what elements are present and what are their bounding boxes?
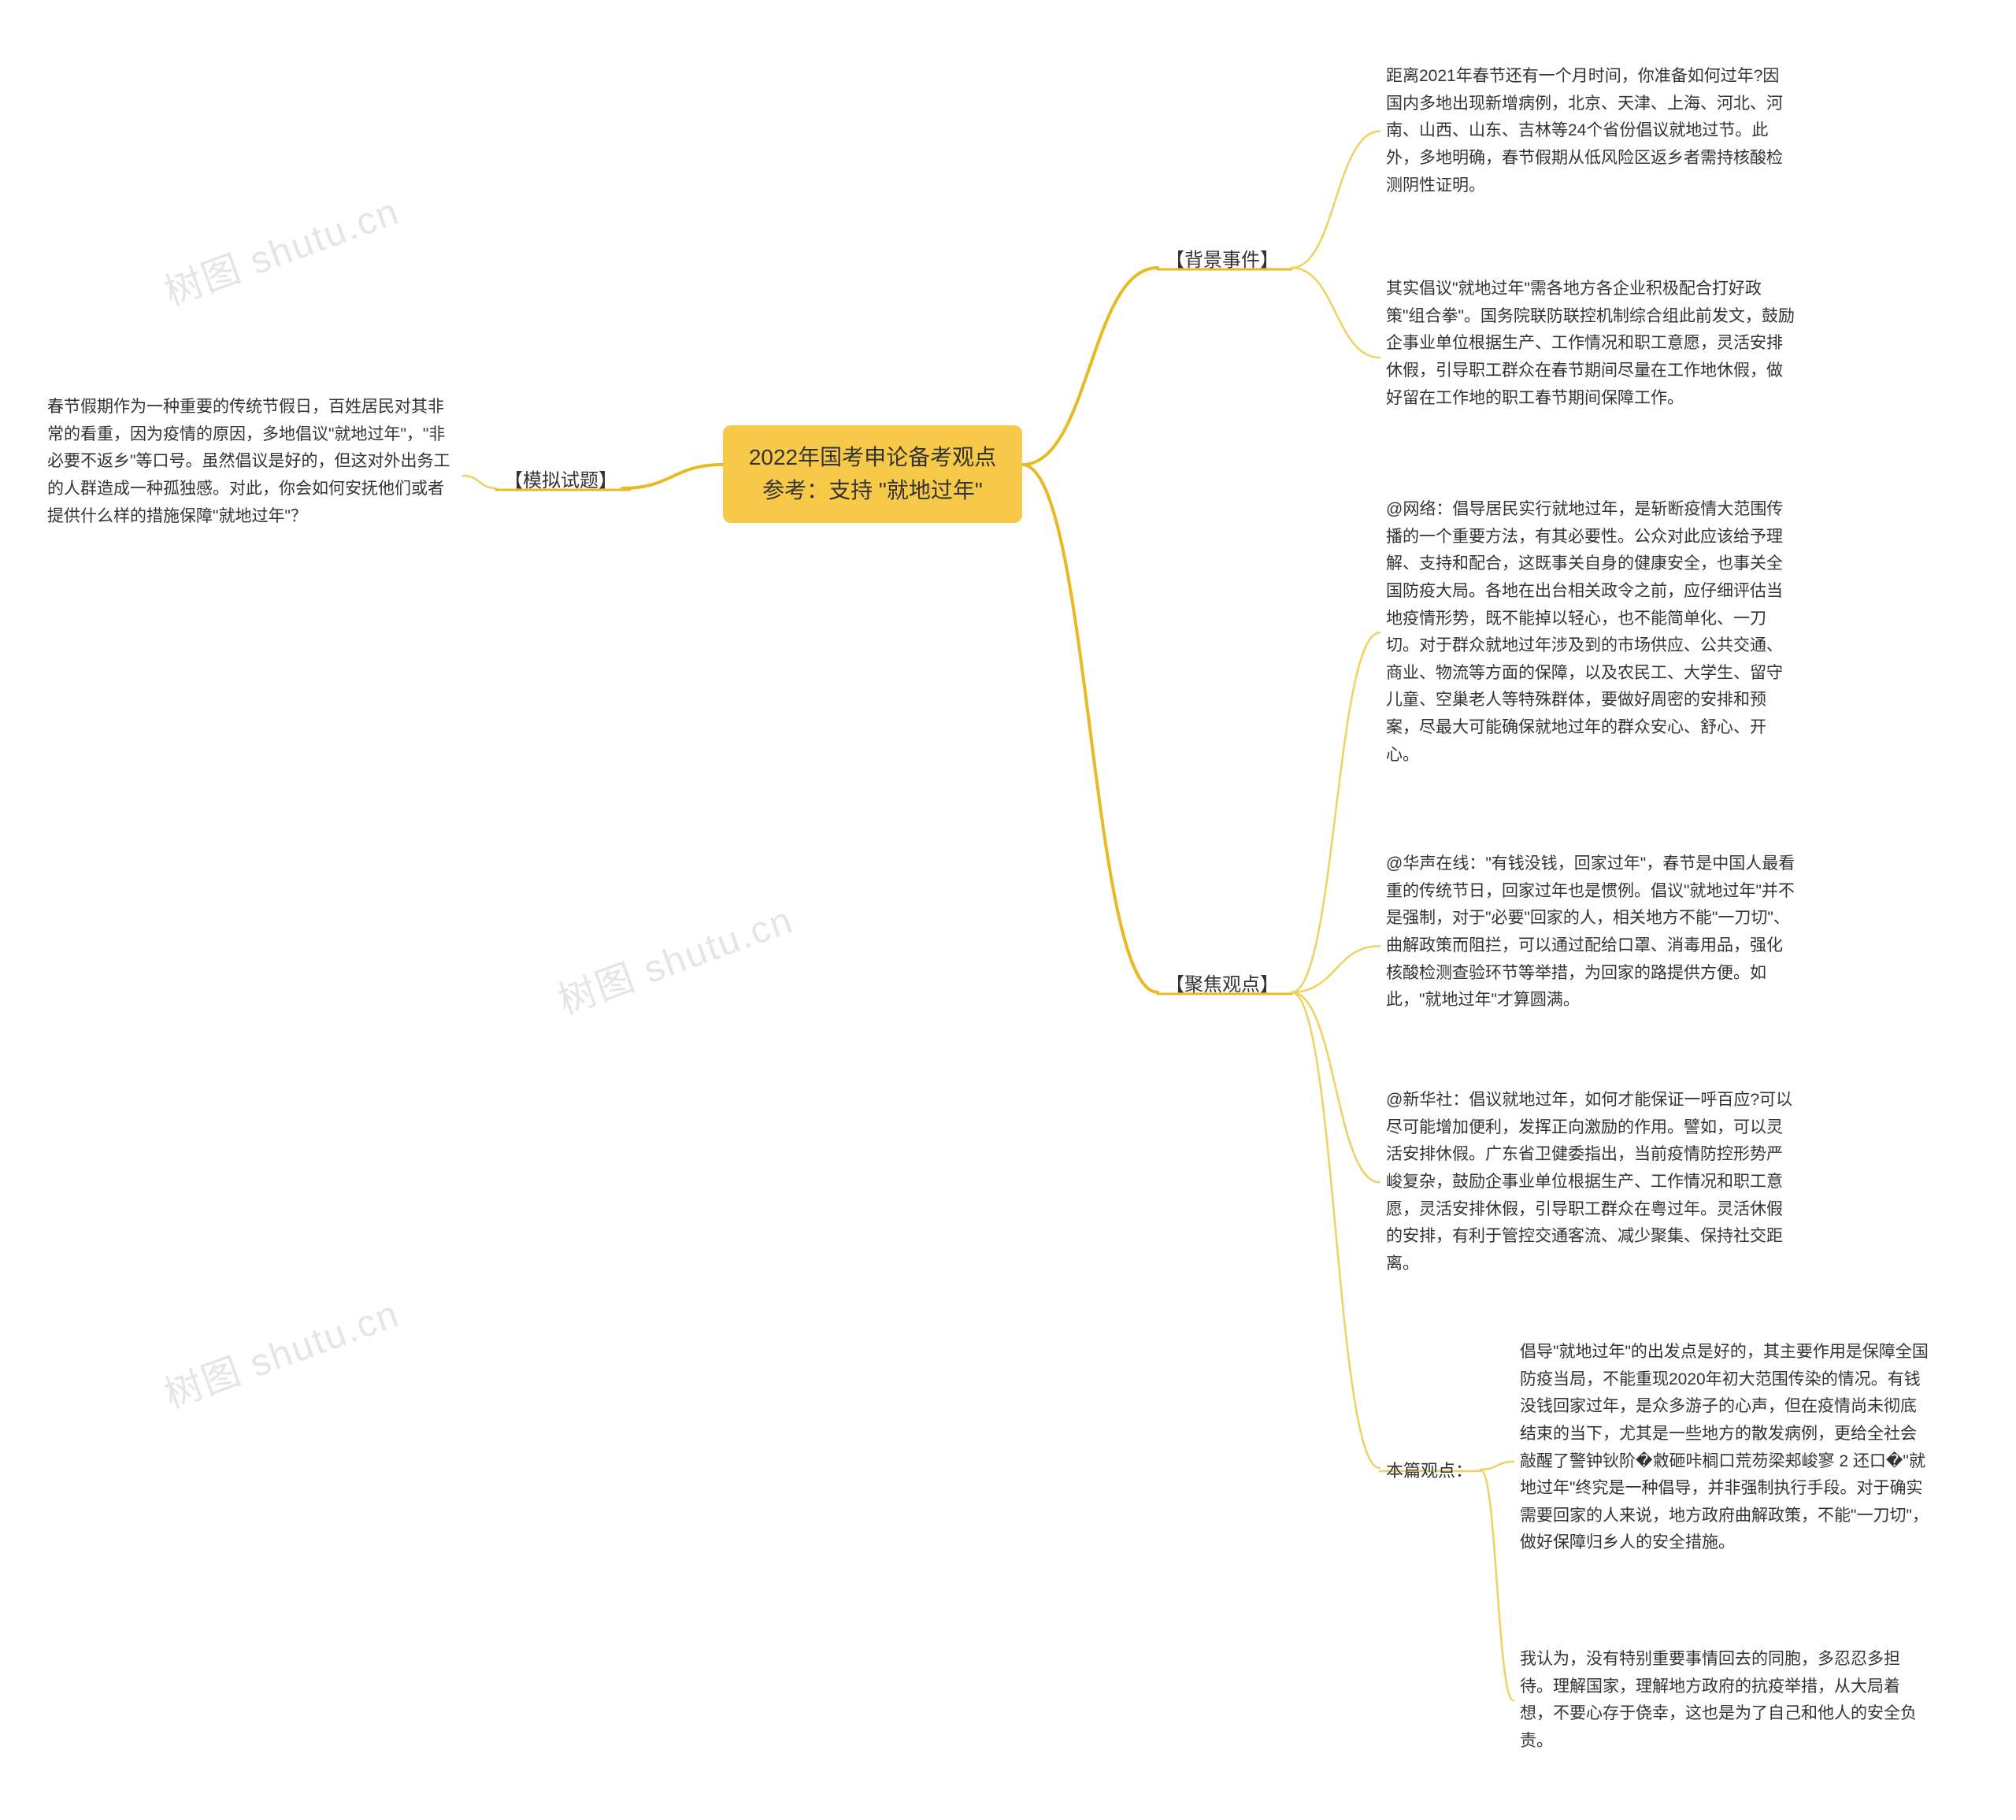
watermark: 树图 shutu.cn: [155, 180, 406, 317]
watermark: 树图 shutu.cn: [155, 1283, 406, 1419]
leaf-focus-0[interactable]: @网络：倡导居民实行就地过年，是斩断疫情大范围传播的一个重要方法，有其必要性。公…: [1386, 496, 1796, 769]
root-line-2: 参考：支持 "就地过年": [743, 474, 1002, 507]
leaf-focus-1[interactable]: @华声在线："有钱没钱，回家过年"，春节是中国人最看重的传统节日，回家过年也是惯…: [1386, 851, 1796, 1014]
root-line-1: 2022年国考申论备考观点: [743, 441, 1002, 474]
root-node[interactable]: 2022年国考申论备考观点参考：支持 "就地过年": [723, 425, 1022, 523]
branch-background[interactable]: 【背景事件】: [1166, 244, 1279, 272]
leaf-background-0[interactable]: 距离2021年春节还有一个月时间，你准备如何过年?因国内多地出现新增病例，北京、…: [1386, 63, 1796, 199]
branch-focus[interactable]: 【聚焦观点】: [1166, 969, 1279, 996]
leaf-background-1[interactable]: 其实倡议"就地过年"需各地方各企业积极配合打好政策"组合拳"。国务院联防联控机制…: [1386, 276, 1796, 412]
mindmap-canvas: 树图 shutu.cn 树图 shutu.cn 树图 shutu.cn 2022年国考…: [0, 0, 2016, 1820]
leaf-focus-3[interactable]: 倡导"就地过年"的出发点是好的，其主要作用是保障全国防疫当局，不能重现2020年…: [1520, 1339, 1929, 1557]
watermark: 树图 shutu.cn: [549, 889, 799, 1025]
branch-mock[interactable]: 【模拟试题】: [504, 465, 617, 492]
sub-focus[interactable]: 本篇观点：: [1386, 1457, 1473, 1482]
leaf-focus-4[interactable]: 我认为，没有特别重要事情回去的同胞，多忍忍多担待。理解国家，理解地方政府的抗疫举…: [1520, 1646, 1929, 1755]
leaf-focus-2[interactable]: @新华社：倡议就地过年，如何才能保证一呼百应?可以尽可能增加便利，发挥正向激励的…: [1386, 1087, 1796, 1277]
leaf-mock-0[interactable]: 春节假期作为一种重要的传统节假日，百姓居民对其非常的看重，因为疫情的原因，多地倡…: [47, 394, 457, 530]
